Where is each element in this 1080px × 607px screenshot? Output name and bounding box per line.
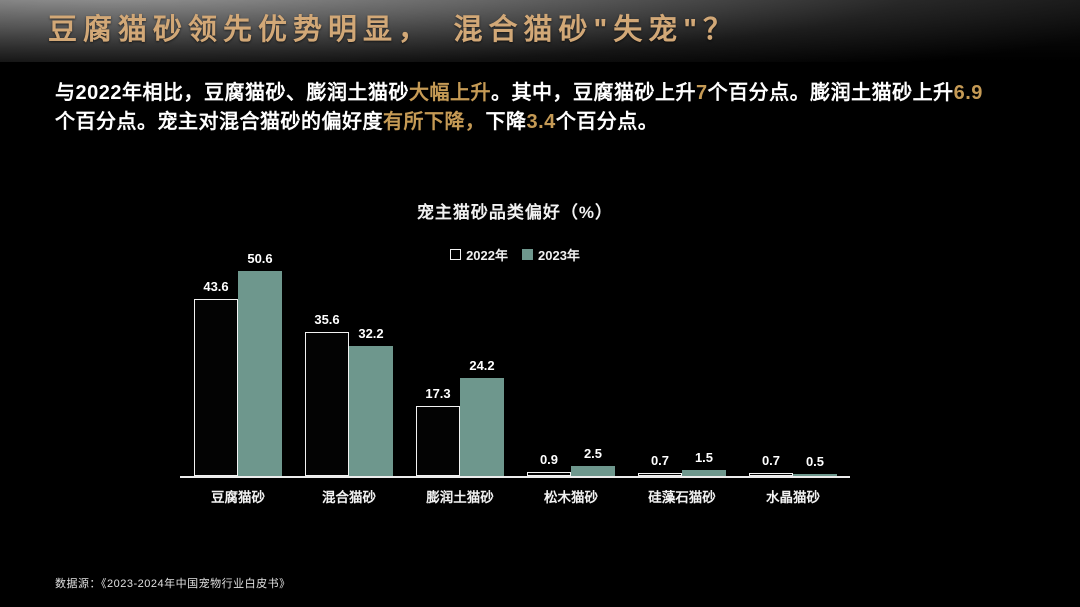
bar-2022年 — [527, 472, 571, 476]
chart-title: 宠主猫砂品类偏好（%） — [416, 203, 614, 222]
bar-value-label: 50.6 — [247, 251, 273, 267]
bar-2023年 — [238, 271, 282, 476]
bar-value-label: 17.3 — [425, 385, 451, 401]
intro-highlight: 有所下降， — [383, 111, 486, 133]
bar-slot: 0.5 — [793, 268, 837, 476]
bar-slot: 0.7 — [749, 268, 793, 476]
intro-text: 下降 — [485, 111, 527, 133]
source-note: 数据源：《2023-2024年中国宠物行业白皮书》 — [55, 578, 291, 590]
category-label: 硅藻石猫砂 — [648, 490, 716, 505]
bar-slot: 2.5 — [571, 268, 615, 476]
bar-value-label: 0.7 — [650, 453, 670, 468]
intro-paragraph: 与2022年相比，豆腐猫砂、膨润土猫砂大幅上升。其中，豆腐猫砂上升7个百分点。膨… — [55, 79, 1060, 137]
bar-value-label: 1.5 — [694, 449, 714, 465]
intro-text: 与2022年相比，豆腐猫砂、膨润土猫砂 — [55, 82, 409, 104]
bar-2022年 — [638, 473, 682, 476]
legend-swatch-2022 — [450, 248, 462, 260]
bar-slot: 0.9 — [527, 268, 571, 476]
intro-highlight: 大幅上升 — [409, 82, 491, 104]
bar-group: 35.6 32.2 混合猫砂 — [305, 268, 393, 505]
intro-text: 个百分点。膨润土猫砂上升 — [707, 82, 954, 104]
bar-2023年 — [571, 465, 615, 476]
bar-slot: 43.6 — [194, 268, 238, 476]
bar-value-label: 24.2 — [469, 358, 495, 373]
bar-value-label: 43.6 — [203, 279, 229, 295]
bar-2023年 — [460, 378, 504, 476]
bar-group: 17.3 24.2 膨润土猫砂 — [416, 268, 504, 505]
bar-group: 0.7 0.5 水晶猫砂 — [749, 268, 837, 505]
bar-2022年 — [749, 473, 793, 476]
header-banner: 豆腐猫砂领先优势明显， 混合猫砂"失宠"？ — [0, 0, 1080, 62]
bar-slot: 1.5 — [682, 268, 726, 476]
category-label: 松木猫砂 — [544, 490, 598, 505]
intro-highlight: 6.9 — [953, 82, 983, 104]
legend-item-2023: 2023年 — [522, 245, 580, 264]
bar-slot: 24.2 — [460, 268, 504, 476]
legend-label-2023: 2023年 — [538, 247, 580, 263]
bar-value-label: 2.5 — [583, 445, 603, 461]
intro-text: 。其中，豆腐猫砂上升 — [491, 82, 696, 104]
intro-line: 个百分点。宠主对混合猫砂的偏好度有所下降，下降3.4个百分点。 — [55, 108, 1060, 137]
legend-swatch-2023 — [522, 248, 533, 260]
bar-2023年 — [349, 345, 393, 476]
legend-label-2022: 2022年 — [466, 247, 508, 263]
bar-slot: 35.6 — [305, 268, 349, 476]
plot-area: 43.6 50.6 豆腐猫砂 35.6 32.2 混合猫砂 17.3 24.2 膨润土猫砂 0.9… — [180, 251, 850, 505]
legend-item-2022: 2022年 — [450, 245, 508, 264]
bar-value-label: 0.9 — [539, 452, 559, 468]
bar-2022年 — [416, 405, 460, 476]
bar-2022年 — [305, 331, 349, 476]
bar-slot: 17.3 — [416, 268, 460, 476]
category-label: 水晶猫砂 — [766, 490, 820, 505]
bar-group: 0.7 1.5 硅藻石猫砂 — [638, 268, 726, 505]
bar-2022年 — [194, 299, 238, 476]
bar-value-label: 35.6 — [314, 311, 340, 327]
bar-group: 0.9 2.5 松木猫砂 — [527, 268, 615, 505]
slide-title: 豆腐猫砂领先优势明显， 混合猫砂"失宠"？ — [48, 14, 738, 46]
bar-value-label: 0.5 — [805, 453, 825, 469]
bar-2023年 — [793, 473, 837, 476]
category-label: 膨润土猫砂 — [426, 490, 494, 505]
bar-value-label: 32.2 — [358, 325, 384, 341]
category-label: 豆腐猫砂 — [211, 490, 265, 505]
intro-line: 与2022年相比，豆腐猫砂、膨润土猫砂大幅上升。其中，豆腐猫砂上升7个百分点。膨… — [55, 79, 1060, 108]
bar-chart: 宠主猫砂品类偏好（%） 2022年 2023年 43.6 50.6 豆腐猫砂 35.6… — [180, 202, 850, 505]
intro-text: 个百分点。宠主对混合猫砂的偏好度 — [55, 111, 383, 133]
bar-group: 43.6 50.6 豆腐猫砂 — [194, 251, 282, 505]
bar-value-label: 0.7 — [761, 453, 781, 468]
category-label: 混合猫砂 — [322, 490, 376, 505]
intro-highlight: 3.4 — [526, 111, 556, 133]
chart-legend: 2022年 2023年 — [180, 245, 850, 264]
bar-2023年 — [682, 469, 726, 476]
intro-highlight: 7 — [696, 82, 708, 104]
bar-slot: 32.2 — [349, 268, 393, 476]
bar-slot: 0.7 — [638, 268, 682, 476]
intro-text: 个百分点。 — [555, 111, 659, 133]
x-axis — [180, 476, 850, 478]
bar-slot: 50.6 — [238, 251, 282, 476]
